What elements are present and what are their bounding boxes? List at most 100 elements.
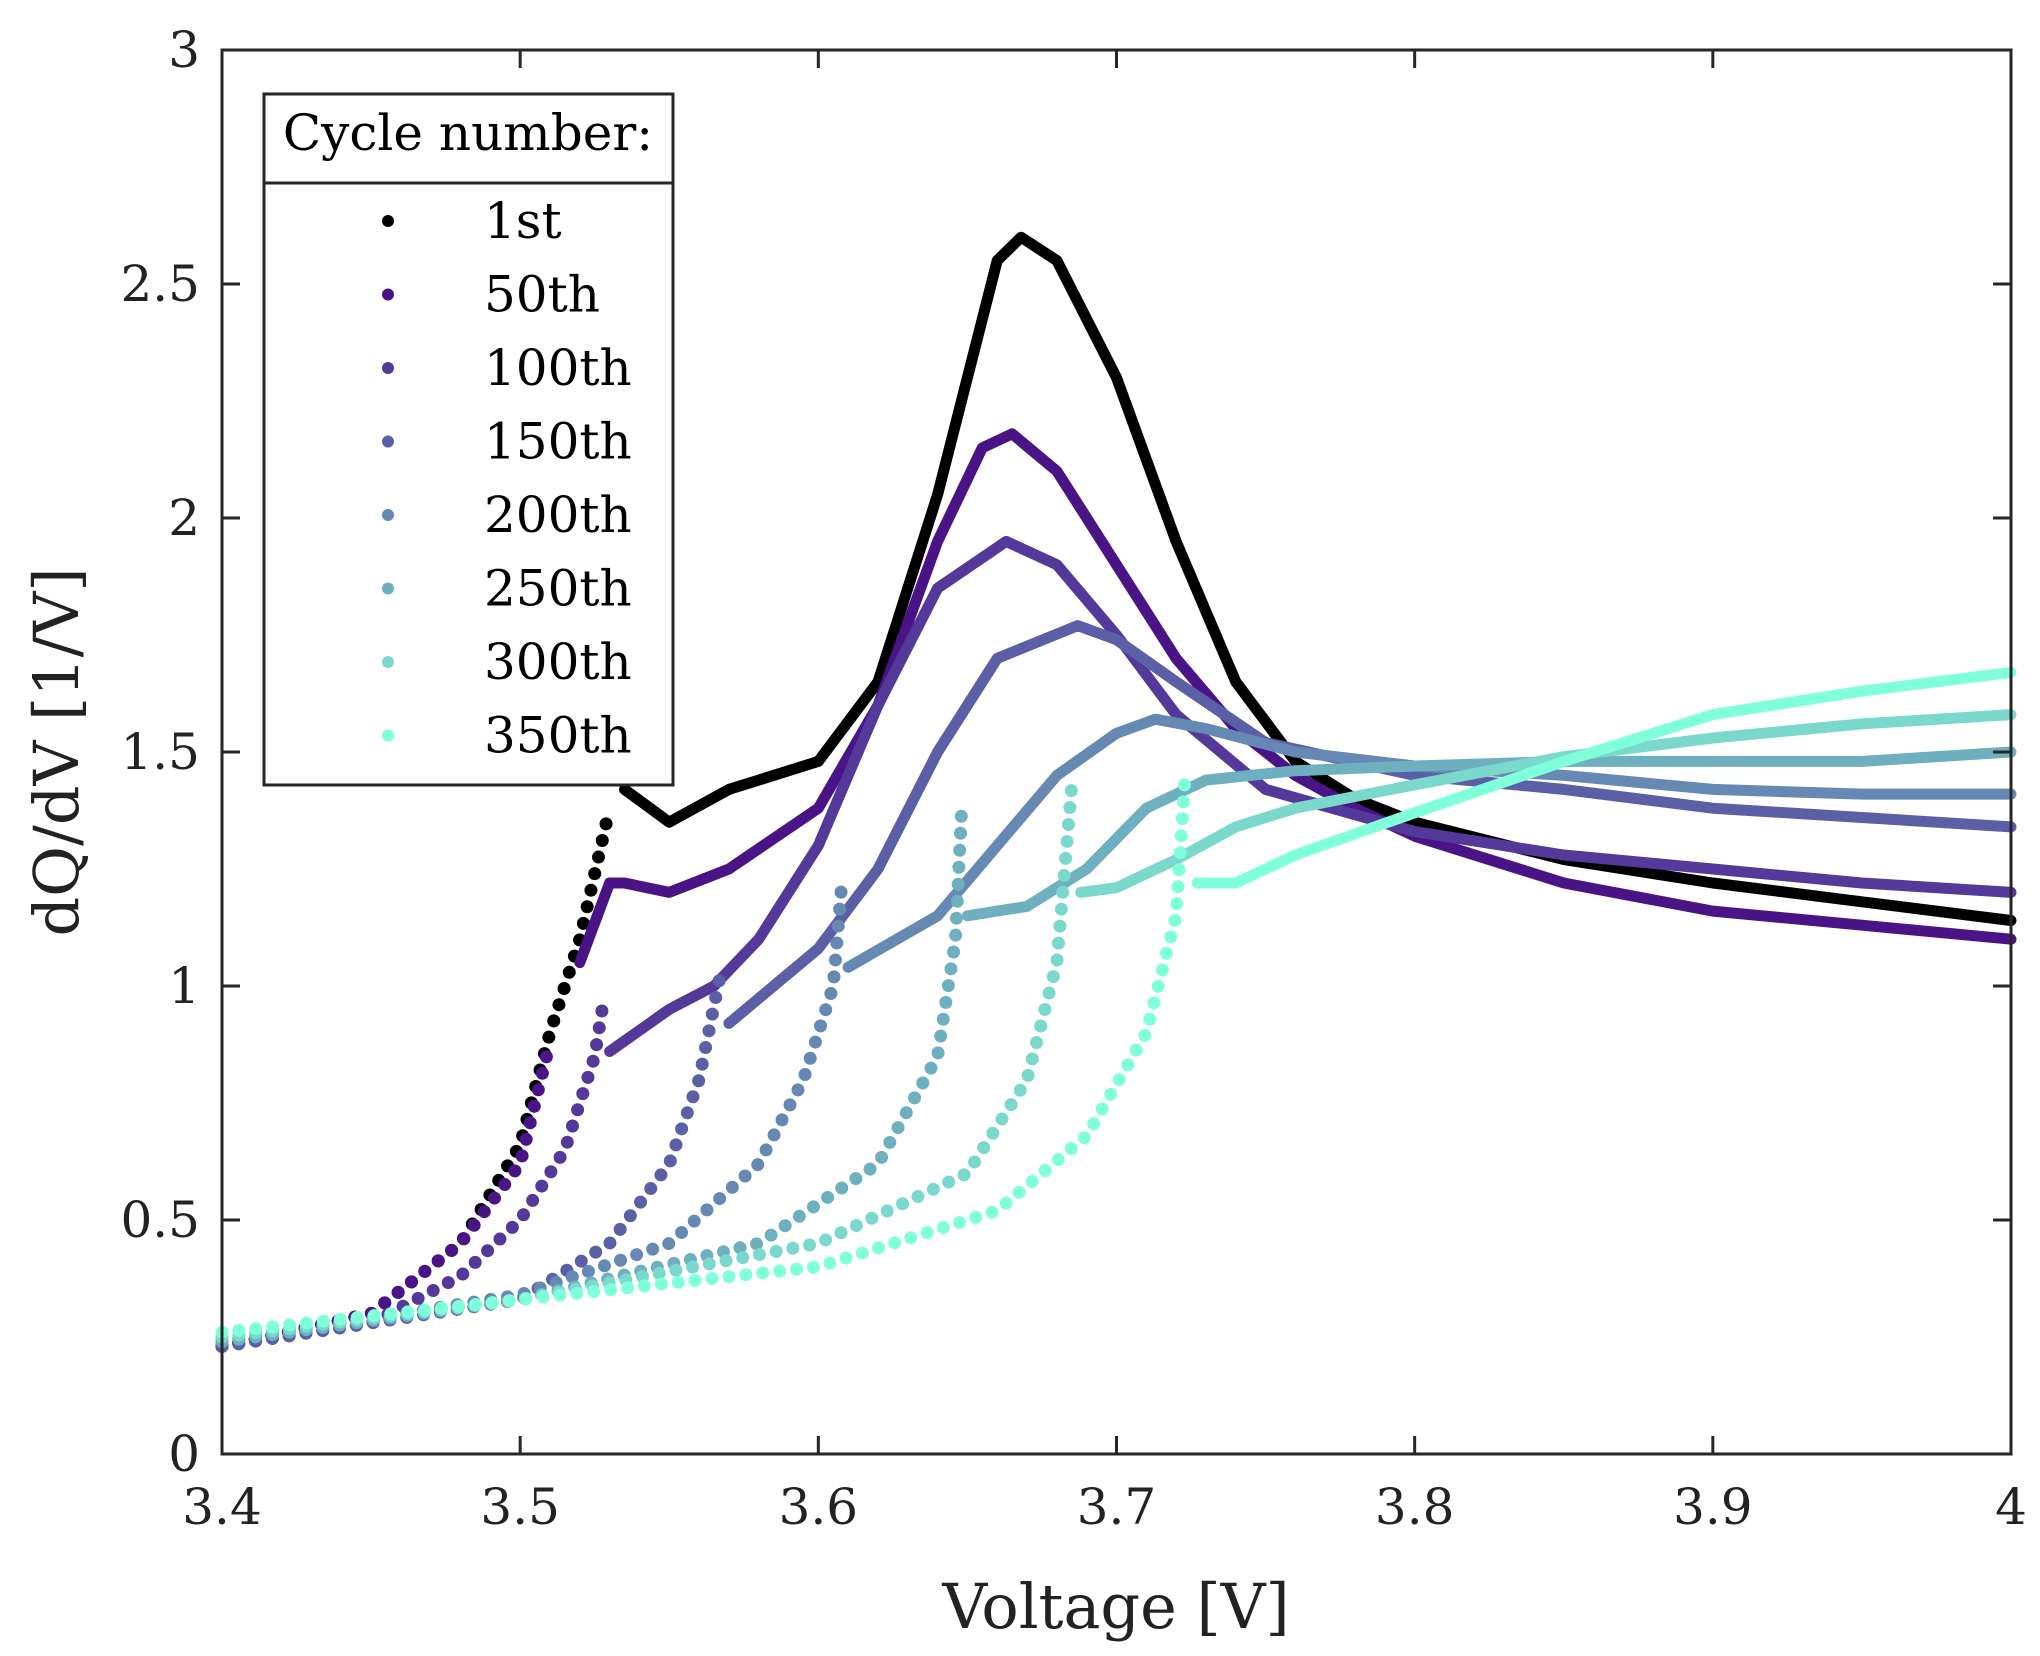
data-point: [644, 1182, 658, 1196]
data-point: [686, 1260, 700, 1274]
data-point: [695, 1057, 709, 1071]
data-point: [827, 970, 841, 984]
data-point: [445, 1243, 459, 1257]
data-point: [875, 1150, 889, 1164]
data-point: [808, 1035, 822, 1049]
x-tick-label: 3.6: [779, 1478, 859, 1536]
data-point: [1129, 1043, 1143, 1057]
data-point: [692, 1074, 706, 1088]
data-point: [891, 1121, 905, 1135]
data-point: [527, 1099, 541, 1113]
data-point: [435, 1301, 449, 1315]
data-point: [952, 860, 966, 874]
data-point: [953, 1215, 967, 1229]
legend-label: 1st: [484, 192, 562, 250]
data-point: [671, 1275, 685, 1289]
data-point: [831, 919, 845, 933]
legend-label: 200th: [484, 486, 632, 544]
data-point: [299, 1316, 313, 1330]
legend-marker: [382, 435, 394, 448]
data-point: [702, 1024, 716, 1038]
data-point: [576, 916, 590, 930]
data-point: [1063, 801, 1077, 815]
data-point: [535, 1179, 549, 1193]
data-point: [725, 1180, 739, 1194]
data-point: [1171, 880, 1185, 894]
data-point: [669, 1263, 683, 1277]
data-point: [378, 1296, 392, 1310]
data-point: [947, 945, 961, 959]
data-point: [705, 1271, 719, 1285]
data-point: [1038, 1003, 1052, 1017]
data-point: [786, 1241, 800, 1255]
data-point: [773, 1264, 787, 1278]
data-point: [553, 1288, 567, 1302]
data-point: [977, 1141, 991, 1155]
data-point: [775, 1113, 789, 1127]
x-tick-label: 3.4: [182, 1478, 262, 1536]
data-point: [1057, 868, 1071, 882]
data-point: [468, 1255, 482, 1269]
data-point: [863, 1162, 877, 1176]
data-point: [713, 1192, 727, 1206]
data-point: [552, 998, 566, 1012]
data-point: [589, 1245, 603, 1259]
data-point: [232, 1323, 246, 1337]
data-point: [531, 1083, 545, 1097]
data-point: [560, 1135, 574, 1149]
data-point: [908, 1091, 922, 1105]
data-point: [1004, 1098, 1018, 1112]
data-point: [1138, 1028, 1152, 1042]
data-point: [1160, 946, 1174, 960]
series-line: [842, 713, 2017, 973]
data-point: [942, 1175, 956, 1189]
data-point: [1059, 851, 1073, 865]
data-point: [792, 1209, 806, 1223]
data-point: [712, 974, 726, 988]
data-point: [824, 986, 838, 1000]
data-point: [411, 1291, 425, 1305]
data-point: [418, 1264, 432, 1278]
data-point: [367, 1309, 381, 1323]
data-point: [880, 1204, 894, 1218]
legend-title: Cycle number:: [283, 104, 653, 162]
data-point: [587, 1284, 601, 1298]
data-point: [623, 1209, 637, 1223]
data-point: [584, 883, 598, 897]
legend-marker: [382, 288, 394, 301]
data-point: [814, 1019, 828, 1033]
data-point: [686, 1090, 700, 1104]
data-point: [1151, 979, 1165, 993]
legend-box: [262, 92, 675, 787]
y-tick-label: 1: [168, 957, 200, 1015]
data-point: [586, 1054, 600, 1068]
x-tick-label: 4: [1995, 1478, 2027, 1536]
data-point: [517, 1208, 531, 1222]
data-point: [736, 1251, 750, 1265]
data-point: [283, 1318, 297, 1332]
data-point: [756, 1266, 770, 1280]
data-point: [502, 1294, 516, 1308]
data-point: [581, 1070, 595, 1084]
data-point: [630, 1248, 644, 1262]
data-point: [1034, 1019, 1048, 1033]
data-point: [249, 1322, 263, 1336]
data-point: [944, 962, 958, 976]
data-point: [764, 1228, 778, 1242]
data-point: [485, 1296, 499, 1310]
data-point: [823, 1256, 837, 1270]
x-axis-label: Voltage [V]: [941, 1570, 1289, 1643]
data-point: [1172, 863, 1186, 877]
data-point: [467, 1218, 481, 1232]
data-point: [634, 1195, 648, 1209]
data-point: [969, 1210, 983, 1224]
data-point: [986, 1126, 1000, 1140]
data-point: [722, 1270, 736, 1284]
series-350th: [215, 666, 2017, 1339]
series-line: [604, 535, 2017, 1057]
data-point: [604, 1283, 618, 1297]
data-point: [995, 1112, 1009, 1126]
legend-label: 350th: [484, 707, 632, 765]
data-point: [705, 1007, 719, 1021]
